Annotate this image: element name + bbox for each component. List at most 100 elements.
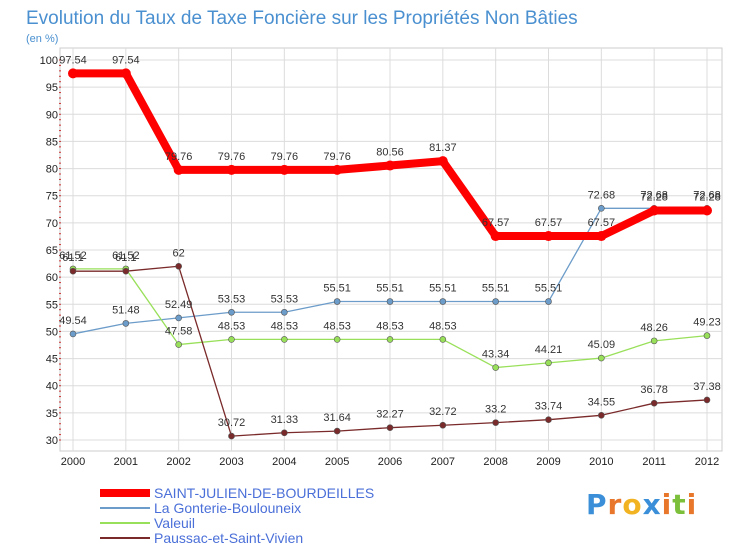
y-tick-label: 70 (46, 218, 58, 230)
y-tick-label: 80 (46, 164, 58, 176)
y-tick-label: 35 (46, 408, 58, 420)
data-label: 31.64 (323, 412, 351, 424)
data-label: 72.68 (693, 189, 721, 201)
data-label: 51.48 (112, 304, 140, 316)
x-tick-label: 2009 (536, 456, 560, 468)
data-label: 72.28 (693, 191, 721, 203)
data-label: 62 (173, 247, 185, 259)
data-point (226, 164, 237, 175)
data-point (492, 364, 499, 371)
x-tick-label: 2001 (114, 456, 138, 468)
x-tick-label: 2011 (642, 456, 666, 468)
y-tick-label: 30 (46, 435, 58, 447)
chart-title: Evolution du Taux de Taxe Foncière sur l… (26, 8, 578, 29)
data-point (703, 332, 711, 339)
series-3 (69, 262, 711, 440)
x-tick-label: 2002 (166, 456, 190, 468)
data-point (173, 164, 184, 175)
data-point (385, 160, 395, 171)
data-point (543, 231, 554, 242)
data-point (598, 205, 605, 212)
chart-subtitle: (en %) (26, 33, 58, 45)
data-point (281, 336, 288, 343)
data-point (596, 231, 607, 242)
labels-1: 49.54 51.48 52.49 53.53 53.53 55.51 55.51 55.51… (59, 189, 721, 327)
data-point (332, 164, 343, 175)
data-point (545, 359, 552, 367)
data-label: 36.78 (640, 384, 668, 396)
data-label: 55.51 (429, 283, 457, 295)
axes: 30 35 40 45 50 55 60 65 70 75 80 85 90 95 100 2000 2001 2… (40, 55, 720, 468)
data-point (386, 336, 394, 343)
data-point (439, 421, 447, 429)
data-point (649, 205, 660, 216)
data-label: 79.76 (218, 151, 246, 163)
data-point (702, 205, 712, 216)
y-tick-label: 65 (46, 245, 58, 257)
data-label: 49.54 (59, 315, 87, 327)
data-point (333, 298, 341, 305)
data-label: 72.28 (640, 191, 668, 203)
labels-2: 61.52 61.52 47.58 48.53 48.53 48.53 48.53 48.53… (59, 250, 721, 361)
data-point (69, 330, 77, 338)
y-tick-label: 90 (46, 109, 58, 121)
data-point (386, 424, 394, 431)
data-point (228, 336, 235, 343)
data-label: 30.72 (218, 417, 246, 429)
data-label: 34.55 (588, 396, 616, 408)
data-label: 61.1 (115, 252, 136, 264)
data-point (228, 432, 235, 440)
data-label: 49.23 (693, 317, 721, 329)
y-tick-label: 50 (46, 326, 58, 338)
legend-label: Paussac-et-Saint-Vivien (154, 530, 303, 546)
data-label: 79.76 (323, 151, 351, 163)
data-label: 48.26 (640, 322, 668, 334)
data-point (598, 354, 605, 362)
y-tick-label: 60 (46, 272, 58, 284)
logo-letter: t (672, 488, 687, 521)
data-label: 79.76 (271, 151, 299, 163)
data-point (703, 396, 711, 404)
data-label: 55.51 (482, 283, 510, 295)
proxiti-logo: Proxiti (586, 488, 697, 521)
data-point (333, 336, 341, 343)
data-point (386, 298, 394, 305)
data-label: 45.09 (588, 339, 616, 351)
data-label: 79.76 (165, 151, 193, 163)
x-tick-label: 2010 (589, 456, 613, 468)
data-label: 44.21 (535, 344, 563, 356)
data-label: 48.53 (218, 320, 246, 332)
y-tick-label: 55 (46, 299, 58, 311)
series-0 (68, 68, 712, 242)
data-label: 53.53 (271, 293, 299, 305)
data-label: 97.54 (112, 54, 140, 66)
data-point (68, 68, 78, 79)
data-label: 61.52 (59, 250, 87, 262)
labels-0: 97.54 97.54 79.76 79.76 79.76 79.76 80.56 81.37… (59, 54, 721, 229)
data-point (492, 298, 499, 305)
data-label: 48.53 (323, 320, 351, 332)
data-label: 81.37 (429, 142, 457, 154)
data-point (281, 308, 288, 316)
data-point (175, 314, 182, 322)
data-label: 55.51 (323, 283, 351, 295)
data-point (439, 298, 447, 305)
data-point (598, 411, 605, 419)
data-label: 37.38 (693, 381, 721, 393)
data-label: 61.52 (112, 250, 140, 262)
x-tick-label: 2006 (378, 456, 402, 468)
data-point (492, 419, 499, 426)
data-point (279, 164, 290, 175)
x-tick-label: 2012 (695, 456, 719, 468)
labels-3: 61.1 61.1 62 30.72 31.33 31.64 32.27 32.72 33.2 3… (62, 247, 720, 429)
data-label: 47.58 (165, 326, 193, 338)
data-point (439, 336, 447, 343)
data-point (122, 267, 130, 275)
data-label: 67.57 (535, 217, 563, 229)
y-tick-label: 100 (40, 55, 58, 67)
data-point (490, 231, 501, 242)
data-point (437, 156, 448, 167)
logo-letter: i (661, 488, 673, 521)
data-point (228, 308, 235, 316)
